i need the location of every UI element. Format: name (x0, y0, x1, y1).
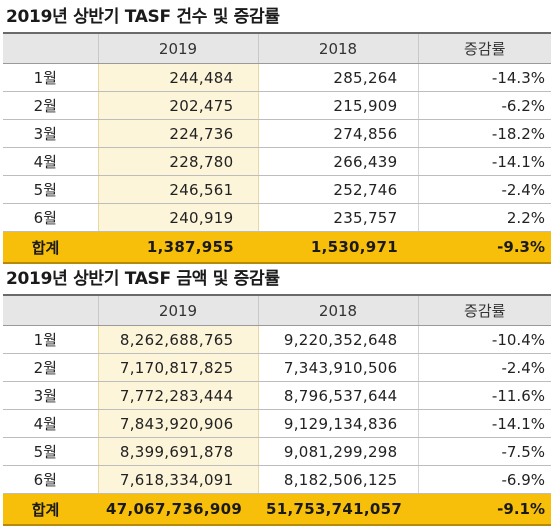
section-title: 2019년 상반기 TASF 건수 및 증감률 (6, 7, 280, 27)
value-2019-cell: 240,919 (97, 203, 259, 232)
value-2019-cell: 8,262,688,765 (97, 325, 259, 354)
table-row: 1월 8,262,688,765 9,220,352,648 -10.4% (3, 325, 551, 354)
rate-cell: -9.3% (418, 231, 551, 264)
header-2019: 2019 (97, 294, 258, 326)
value-2019-cell: 47,067,736,909 (98, 493, 258, 526)
month-cell: 4월 (3, 147, 98, 176)
total-row: 합계 47,067,736,909 51,753,741,057 -9.1% (3, 493, 551, 526)
table-row: 6월 7,618,334,091 8,182,506,125 -6.9% (3, 465, 551, 494)
rate-cell: -2.4% (417, 353, 551, 382)
count-table: 2019 2018 증감률 1월 244,484 285,264 -14.3% 2월 202,4… (3, 32, 551, 264)
month-cell: 6월 (3, 465, 98, 494)
month-cell: 1월 (3, 63, 98, 92)
amount-table: 2019 2018 증감률 1월 8,262,688,765 9,220,352,648-… (3, 294, 551, 526)
value-2019-cell: 228,780 (97, 147, 259, 176)
header-rate: 증감률 (417, 32, 551, 64)
rate-cell: -2.4% (417, 175, 551, 204)
rate-cell: -7.5% (417, 437, 551, 466)
value-2018-cell: 274,856 (258, 119, 418, 148)
month-cell: 2월 (3, 353, 98, 382)
rate-cell: -6.2% (417, 91, 551, 120)
table-row: 3월 7,772,283,444 8,796,537,644 -11.6% (3, 381, 551, 410)
value-2018-cell: 9,220,352,648 (258, 325, 418, 354)
value-2019-cell: 7,618,334,091 (97, 465, 259, 494)
rate-cell: -14.3% (417, 63, 551, 92)
rate-cell: -10.4% (417, 325, 551, 354)
table-row: 2월 7,170,817,825 7,343,910,506 -2.4% (3, 353, 551, 382)
month-cell: 합계 (3, 493, 98, 526)
value-2019-cell: 202,475 (97, 91, 259, 120)
count-section: 2019년 상반기 TASF 건수 및 증감률 2019 2018 증감률 1월 244,… (0, 2, 554, 264)
rate-cell: -9.1% (418, 493, 551, 526)
value-2018-cell: 266,439 (258, 147, 418, 176)
header-row: 2019 2018 증감률 (3, 32, 551, 64)
rate-cell: -14.1% (417, 147, 551, 176)
header-month (3, 294, 98, 326)
table-row: 2월 202,475 215,909 -6.2% (3, 91, 551, 120)
total-row: 합계 1,387,955 1,530,971 -9.3% (3, 231, 551, 264)
value-2018-cell: 8,796,537,644 (258, 381, 418, 410)
value-2018-cell: 51,753,741,057 (258, 493, 418, 526)
month-cell: 5월 (3, 175, 98, 204)
value-2018-cell: 8,182,506,125 (258, 465, 418, 494)
value-2019-cell: 7,772,283,444 (97, 381, 259, 410)
value-2018-cell: 7,343,910,506 (258, 353, 418, 382)
value-2018-cell: 9,081,299,298 (258, 437, 418, 466)
month-cell: 6월 (3, 203, 98, 232)
table-row: 4월 7,843,920,906 9,129,134,836 -14.1% (3, 409, 551, 438)
table-row: 5월 8,399,691,878 9,081,299,298 -7.5% (3, 437, 551, 466)
value-2019-cell: 8,399,691,878 (97, 437, 259, 466)
value-2018-cell: 215,909 (258, 91, 418, 120)
header-2018: 2018 (257, 32, 418, 64)
value-2019-cell: 7,843,920,906 (97, 409, 259, 438)
table-row: 5월 246,561 252,746 -2.4% (3, 175, 551, 204)
month-cell: 2월 (3, 91, 98, 120)
header-2018: 2018 (257, 294, 418, 326)
table-row: 4월 228,780 266,439 -14.1% (3, 147, 551, 176)
month-cell: 3월 (3, 119, 98, 148)
month-cell: 4월 (3, 409, 98, 438)
value-2018-cell: 285,264 (258, 63, 418, 92)
value-2019-cell: 7,170,817,825 (97, 353, 259, 382)
table-row: 1월 244,484 285,264 -14.3% (3, 63, 551, 92)
value-2019-cell: 246,561 (97, 175, 259, 204)
rate-cell: 2.2% (417, 203, 551, 232)
month-cell: 1월 (3, 325, 98, 354)
header-row: 2019 2018 증감률 (3, 294, 551, 326)
header-rate: 증감률 (417, 294, 551, 326)
value-2018-cell: 235,757 (258, 203, 418, 232)
value-2018-cell: 252,746 (258, 175, 418, 204)
rate-cell: -6.9% (417, 465, 551, 494)
value-2018-cell: 1,530,971 (258, 231, 418, 264)
value-2019-cell: 224,736 (97, 119, 259, 148)
month-cell: 5월 (3, 437, 98, 466)
month-cell: 합계 (3, 231, 98, 264)
rate-cell: -14.1% (417, 409, 551, 438)
header-2019: 2019 (97, 32, 258, 64)
section-title: 2019년 상반기 TASF 금액 및 증감률 (6, 269, 280, 289)
rate-cell: -11.6% (417, 381, 551, 410)
amount-section: 2019년 상반기 TASF 금액 및 증감률 2019 2018 증감률 1월 8,26… (0, 264, 554, 526)
header-month (3, 32, 98, 64)
value-2019-cell: 1,387,955 (98, 231, 258, 264)
month-cell: 3월 (3, 381, 98, 410)
table-row: 6월 240,919 235,757 2.2% (3, 203, 551, 232)
rate-cell: -18.2% (417, 119, 551, 148)
value-2018-cell: 9,129,134,836 (258, 409, 418, 438)
table-row: 3월 224,736 274,856 -18.2% (3, 119, 551, 148)
value-2019-cell: 244,484 (97, 63, 259, 92)
